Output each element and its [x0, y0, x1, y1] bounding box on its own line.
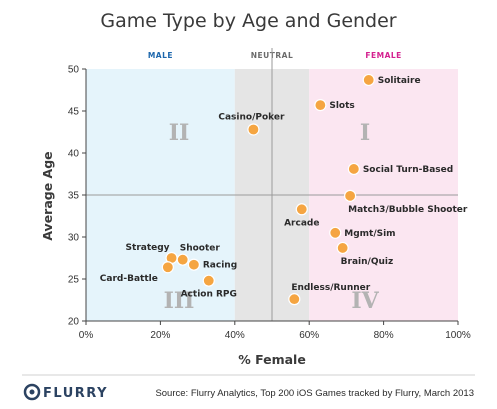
point-brain-quiz — [336, 241, 349, 255]
point-slots — [314, 99, 327, 112]
zone-label-male: MALE — [148, 51, 173, 60]
y-tick-label: 25 — [68, 275, 80, 286]
point-endless-runner — [288, 293, 301, 306]
y-tick-label: 40 — [68, 149, 80, 160]
point-label-brain-quiz: Brain/Quiz — [341, 257, 394, 267]
reference-lines — [86, 48, 458, 321]
point-label-card-battle: Card-Battle — [100, 274, 158, 284]
x-tick-label: 0% — [79, 330, 94, 341]
point-label-action-rpg: Action RPG — [181, 290, 237, 300]
flurry-logo-icon-center — [29, 389, 35, 395]
y-tick-label: 45 — [68, 107, 80, 118]
point-label-racing: Racing — [203, 261, 237, 271]
point-card-battle — [161, 261, 174, 274]
point-action-rpg — [202, 274, 215, 287]
x-tick-label: 20% — [150, 330, 170, 341]
zone-label-female: FEMALE — [365, 51, 401, 60]
point-label-mgmt-sim: Mgmt/Sim — [344, 229, 395, 239]
zone-labels: MALE NEUTRAL FEMALE — [148, 51, 401, 60]
point-label-match3-bubble-shooter: Match3/Bubble Shooter — [348, 205, 468, 215]
flurry-logo: FLURRY — [23, 383, 108, 401]
point-label-strategy: Strategy — [126, 243, 170, 253]
point-label-casino-poker: Casino/Poker — [218, 112, 285, 122]
x-tick-label: 60% — [299, 330, 319, 341]
quadrant-label-i: I — [360, 120, 370, 146]
y-tick-label: 50 — [68, 65, 80, 76]
point-casino-poker — [247, 123, 260, 136]
point-mgmt-sim — [329, 226, 342, 239]
data-points — [161, 73, 375, 306]
y-tick-label: 35 — [68, 191, 80, 202]
y-tick-label: 30 — [68, 233, 80, 244]
point-label-slots: Slots — [329, 101, 354, 111]
x-tick-label: 100% — [445, 330, 471, 341]
point-label-endless-runner: Endless/Runner — [291, 283, 370, 293]
flurry-logo-text: FLURRY — [43, 386, 108, 401]
point-racing — [187, 258, 200, 271]
quadrant-label-iv: IV — [351, 288, 379, 314]
point-social-turn-based — [347, 162, 360, 176]
point-match3-bubble-shooter — [344, 189, 357, 202]
axes: 0% 20% 40% 60% 80% 100% 20 25 30 35 40 45 50 — [68, 65, 471, 342]
point-arcade — [295, 203, 308, 216]
point-label-solitaire: Solitaire — [378, 76, 421, 86]
chart-title: Game Type by Age and Gender — [100, 10, 396, 32]
quadrant-label-iii: III — [164, 288, 195, 314]
y-axis-label: Average Age — [40, 151, 55, 240]
point-label-social-turn-based: Social Turn-Based — [363, 165, 453, 175]
y-tick-label: 20 — [68, 317, 80, 328]
quadrant-label-ii: II — [169, 120, 190, 146]
x-tick-label: 80% — [374, 330, 394, 341]
point-solitaire — [362, 73, 375, 87]
x-axis-label: % Female — [238, 352, 306, 367]
point-shooter — [176, 253, 189, 266]
point-label-shooter: Shooter — [180, 244, 221, 254]
flurry-logo-icon — [23, 383, 41, 401]
point-label-arcade: Arcade — [284, 218, 319, 228]
x-tick-label: 40% — [225, 330, 245, 341]
source-note: Source: Flurry Analytics, Top 200 iOS Ga… — [155, 388, 474, 399]
point-labels: Solitaire Slots Casino/Poker Social Turn-Ba… — [100, 76, 468, 300]
